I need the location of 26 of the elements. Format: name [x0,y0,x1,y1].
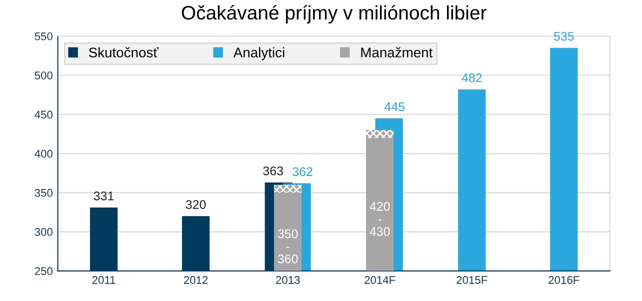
x-tick-label: 2014F [364,276,396,284]
y-tick-label: 400 [34,150,52,158]
x-tick-label: 2013 [276,276,300,284]
y-tick-label: 500 [34,72,52,80]
y-tick-label: 350 [34,188,52,197]
y-tick-label: 250 [34,267,52,276]
chart-title: Očakávané príjmy v miliónoch libier [182,5,486,24]
data-label: 535 [554,32,574,41]
x-tick-label: 2016F [548,276,580,284]
data-label: 363 [263,166,283,176]
data-label: 482 [462,73,482,82]
x-tick-label: 2011 [92,276,116,284]
data-label: 350 - 360 [278,229,298,264]
x-tick-label: 2012 [184,276,208,284]
y-tick-label: 300 [34,228,52,236]
legend-label: Analytici [233,47,284,60]
data-label: 445 [384,102,404,112]
y-tick-label: 450 [34,110,52,119]
data-label: 331 [94,191,114,200]
data-label: 320 [186,200,206,209]
legend-label: Manažment [361,47,433,58]
legend-label: Skutočnosť [88,47,159,58]
data-label: 362 [292,167,312,176]
data-label: 420 - 430 [370,202,390,236]
x-tick-label: 2015F [456,276,488,284]
y-tick-label: 550 [34,32,52,40]
